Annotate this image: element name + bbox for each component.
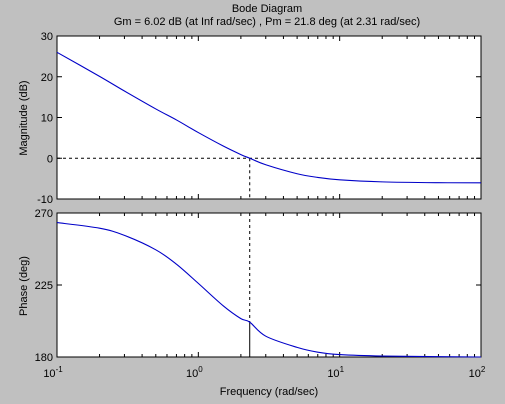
x-tick-label: 100 [186, 365, 203, 380]
y-tick-label: 10 [41, 113, 53, 125]
y-tick-label: 270 [35, 208, 53, 220]
phase-axes [56, 212, 482, 358]
magnitude-axes [56, 35, 482, 200]
y-tick-label: 20 [41, 72, 53, 84]
x-tick-label: 10-1 [43, 365, 63, 380]
phase-curve [56, 222, 482, 358]
chart-subtitle: Gm = 6.02 dB (at Inf rad/sec) , Pm = 21.… [114, 16, 420, 28]
y-tick-label: 30 [41, 31, 53, 43]
y-tick-label: 225 [35, 280, 53, 292]
phase-reference-lines [57, 213, 481, 358]
x-tick-label: 101 [327, 365, 344, 380]
y-tick-label: 180 [35, 352, 53, 364]
series-line [56, 51, 482, 184]
x-tick-label: 102 [469, 365, 486, 380]
x-axis-label: Frequency (rad/sec) [220, 386, 318, 398]
chart-title: Bode Diagram [232, 3, 302, 15]
x-tick-labels: 10-1 100 101 102 [43, 365, 486, 380]
series-line [56, 222, 482, 358]
magnitude-ticks: 30 20 10 0 -10 [37, 31, 481, 206]
magnitude-ylabel: Magnitude (dB) [18, 80, 30, 155]
y-tick-label: -10 [37, 194, 53, 206]
y-tick-label: 0 [47, 153, 53, 165]
magnitude-reference-lines [57, 157, 481, 199]
magnitude-curve [56, 51, 482, 184]
phase-ylabel: Phase (deg) [18, 256, 30, 316]
